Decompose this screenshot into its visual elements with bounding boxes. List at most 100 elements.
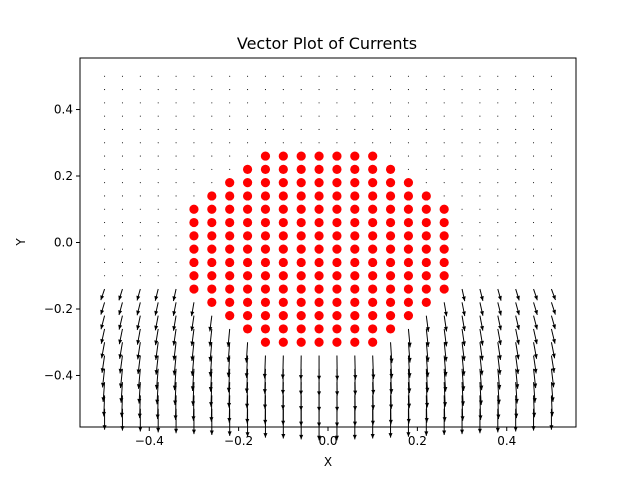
quiver-arrow [193,195,195,197]
quiver-arrow [226,328,231,347]
quiver-arrow [407,155,409,157]
quiver-arrow [461,75,463,77]
quiver-arrow [300,89,302,91]
quiver-arrow [461,248,463,250]
current-point [225,297,235,307]
quiver-arrow [118,328,123,345]
quiver-arrow [425,342,430,363]
quiver-arrow [104,261,106,263]
quiver-arrow [208,342,213,362]
current-point [421,257,431,268]
quiver-arrow [532,222,535,224]
quiver-arrow [193,168,195,170]
current-point [403,191,414,201]
quiver-arrow [190,355,195,377]
current-point [350,191,360,201]
current-point [225,217,235,228]
current-point [278,191,288,201]
x-tick-label: 0.4 [497,434,516,448]
quiver-arrow [550,342,556,359]
quiver-arrow [139,261,141,263]
current-point [296,311,306,321]
quiver-arrow [497,248,499,250]
current-point [314,164,324,174]
quiver-arrow [193,155,195,157]
quiver-arrow [211,102,213,104]
quiver-arrow [443,195,445,197]
quiver-arrow [139,182,141,184]
current-point [225,178,235,188]
quiver-arrow [515,115,517,117]
quiver-arrow [479,235,481,237]
quiver-arrow [136,342,141,360]
quiver-arrow [264,128,266,131]
quiver-arrow [372,102,374,104]
quiver-arrow [264,75,266,77]
current-point [368,297,378,307]
quiver-arrow [425,155,427,157]
current-point [189,257,199,268]
quiver-arrow [532,142,535,144]
quiver-arrow [550,75,552,77]
quiver-arrow [515,89,517,91]
quiver-arrow [209,382,214,407]
current-point [350,257,360,268]
quiver-arrow [193,115,195,117]
quiver-arrow [154,302,159,316]
quiver-arrow [157,182,159,184]
quiver-arrow [515,142,517,144]
current-point [260,284,271,294]
quiver-arrow [317,355,322,381]
x-tick-label: 0.0 [318,434,337,448]
current-point [332,284,342,294]
current-point [350,337,360,347]
quiver-arrow [139,155,141,157]
quiver-arrow [461,155,463,157]
current-point [225,204,235,214]
current-point [368,244,378,254]
current-point [242,178,253,188]
current-point [225,284,235,294]
quiver-arrow [247,75,249,77]
quiver-arrow [479,222,481,224]
quiver-arrow [157,208,159,210]
current-point [207,284,217,294]
quiver-arrow [515,342,520,360]
current-point [350,297,360,307]
quiver-arrow [461,288,466,302]
current-point [225,244,235,254]
quiver-arrow [461,128,463,131]
current-point [314,231,324,241]
quiver-arrow [390,75,392,77]
quiver-arrow [550,102,552,104]
quiver-arrow [515,275,517,277]
quiver-arrow [515,302,520,316]
quiver-arrow [282,128,284,131]
current-point [385,244,396,254]
current-point [296,257,306,268]
current-point [385,217,396,228]
current-point [314,337,324,347]
current-point [189,231,199,241]
quiver-arrow [389,342,394,364]
quiver-arrow [247,102,249,104]
current-point [296,271,306,281]
current-point [314,217,324,228]
quiver-arrow [154,368,159,390]
quiver-arrow [229,89,231,91]
quiver-arrow [550,248,552,250]
quiver-arrow [136,288,141,301]
current-point [332,257,342,268]
quiver-arrow [175,102,177,104]
quiver-arrow [172,328,177,346]
x-tick-label: 0.2 [408,434,427,448]
quiver-arrow [157,102,159,104]
quiver-arrow [550,208,552,210]
quiver-arrow [514,395,519,419]
current-point [225,311,235,321]
current-point [260,231,271,241]
quiver-arrow [497,302,502,316]
quiver-arrow [532,275,535,277]
quiver-arrow [157,195,159,197]
